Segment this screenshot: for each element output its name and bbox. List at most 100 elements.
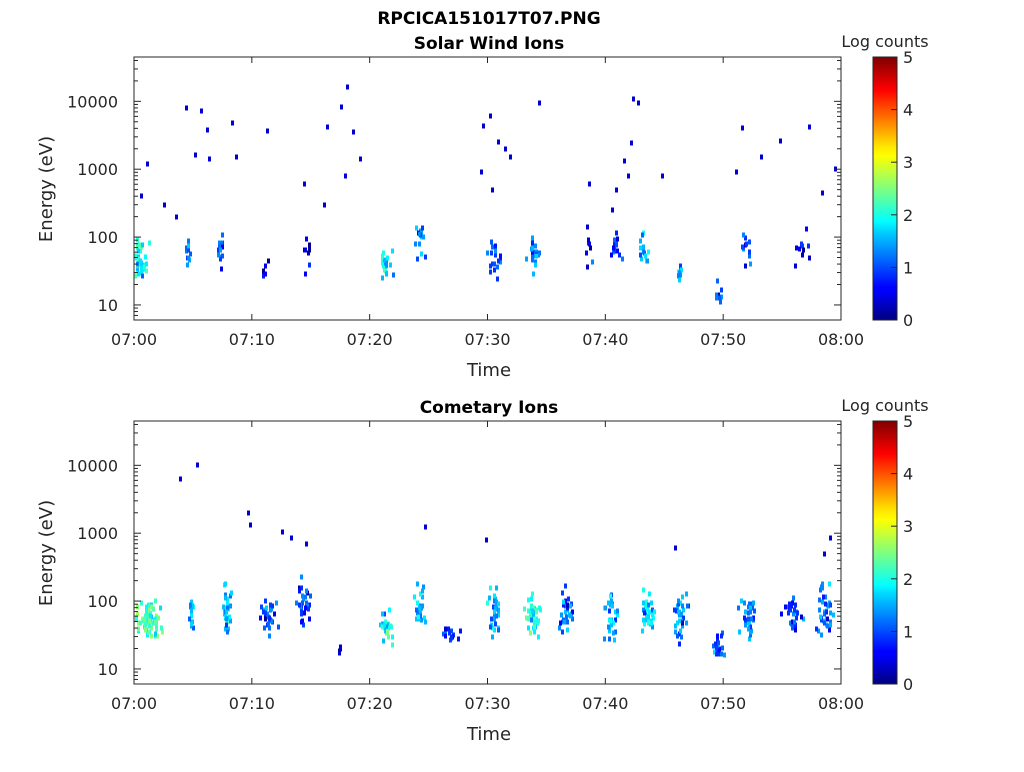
spectrogram-cell (217, 247, 220, 253)
spectrogram-cell (384, 619, 387, 625)
spectrogram-cell (823, 551, 826, 557)
spectrogram-cell (760, 154, 763, 160)
spectrogram-cell (822, 594, 825, 600)
spectrogram-cell (486, 250, 489, 256)
spectrogram-cell (639, 245, 642, 251)
spectrogram-cell (489, 624, 492, 630)
spectrogram-cell (495, 585, 498, 591)
spectrogram-cell (226, 596, 229, 602)
spectrogram-cell (486, 600, 489, 606)
spectrogram-cell (523, 606, 526, 612)
spectrogram-cell (679, 263, 682, 269)
spectrogram-cell (224, 592, 227, 598)
spectrogram-cell (152, 620, 155, 626)
spectrogram-cell (144, 254, 147, 260)
spectrogram-cell (828, 581, 831, 587)
spectrogram-cell (497, 601, 500, 607)
spectrogram-cell (752, 600, 755, 606)
spectrogram-cell (185, 248, 188, 254)
spectrogram-cell (645, 617, 648, 623)
spectrogram-cell (533, 249, 536, 255)
spectrogram-cell (744, 235, 747, 241)
spectrogram-cell (721, 630, 724, 636)
spectrogram-cell (807, 243, 810, 249)
spectrogram-cell (390, 624, 393, 630)
spectrogram-cell (685, 591, 688, 597)
x-tick-label: 07:40 (582, 330, 628, 349)
spectrogram-cell (444, 629, 447, 635)
spectrogram-cell (645, 599, 648, 605)
spectrogram-cell (416, 600, 419, 606)
spectrogram-cell (392, 272, 395, 278)
spectrogram-cell (614, 609, 617, 615)
spectrogram-cell (220, 241, 223, 247)
spectrogram-cell (674, 545, 677, 551)
spectrogram-cell (420, 251, 423, 257)
y-tick-label: 10 (98, 296, 118, 315)
spectrogram-cell (796, 610, 799, 616)
spectrogram-cell (224, 626, 227, 632)
spectrogram-cell (418, 231, 421, 237)
spectrogram-cell (652, 615, 655, 621)
spectrogram-cell (793, 619, 796, 625)
x-axis-label-solar-wind: Time (466, 360, 511, 381)
spectrogram-cell (627, 173, 630, 179)
colorbar-tick-label: 1 (903, 622, 913, 641)
spectrogram-cell (682, 607, 685, 613)
spectrogram-cell (391, 248, 394, 254)
spectrogram-cell (145, 261, 148, 267)
spectrogram-cell (485, 537, 488, 543)
spectrogram-cell (717, 651, 720, 657)
spectrogram-cell (647, 614, 650, 620)
spectrogram-cell (150, 633, 153, 639)
spectrogram-cell (161, 629, 164, 635)
spectrogram-cell (558, 625, 561, 631)
spectrogram-cell (829, 610, 832, 616)
spectrogram-cell (499, 259, 502, 265)
spectrogram-cell (494, 243, 497, 249)
spectrogram-cell (188, 616, 191, 622)
spectrogram-cell (305, 236, 308, 242)
colorbar-ticks-solar-wind: 0 1 2 3 4 5 (891, 48, 913, 330)
spectrogram-cell (608, 608, 611, 614)
spectrogram-cell (613, 240, 616, 246)
spectrogram-cell (586, 264, 589, 270)
spectrogram-cell (163, 202, 166, 208)
spectrogram-cell (613, 237, 616, 243)
spectrogram-cell (249, 522, 252, 528)
spectrogram-cell (423, 615, 426, 621)
spectrogram-cell (642, 600, 645, 606)
spectrogram-cell (190, 621, 193, 627)
spectrogram-cell (139, 620, 142, 626)
spectrogram-cell (818, 607, 821, 613)
spectrogram-cell (677, 598, 680, 604)
spectrogram-cell (676, 620, 679, 626)
spectrogram-cell (290, 535, 293, 541)
spectrogram-cell (535, 253, 538, 259)
spectrogram-cell (148, 240, 151, 246)
spectrogram-cell (826, 602, 829, 608)
spectrogram-cell (815, 626, 818, 632)
spectrogram-cell (749, 624, 752, 630)
spectrogram-cell (678, 618, 681, 624)
spectrogram-cell (819, 614, 822, 620)
spectrogram-cell (137, 620, 140, 626)
spectrogram-cell (648, 609, 651, 615)
spectrogram-cell (220, 266, 223, 272)
spectrogram-cell (134, 253, 137, 259)
spectrogram-cell (235, 154, 238, 160)
spectrogram-cell (300, 608, 303, 614)
spectrogram-cell (749, 601, 752, 607)
spectrogram-cell (748, 253, 751, 259)
spectrogram-cell (681, 623, 684, 629)
spectrogram-cell (194, 152, 197, 158)
spectrogram-cell (138, 242, 141, 248)
spectrogram-cell (565, 614, 568, 620)
spectrogram-cell (752, 615, 755, 621)
colorbar-tick-label: 4 (903, 101, 913, 120)
spectrogram-cell (385, 262, 388, 268)
spectrogram-cell (829, 619, 832, 625)
spectrogram-cell (720, 633, 723, 639)
spectrogram-cell (137, 271, 140, 277)
